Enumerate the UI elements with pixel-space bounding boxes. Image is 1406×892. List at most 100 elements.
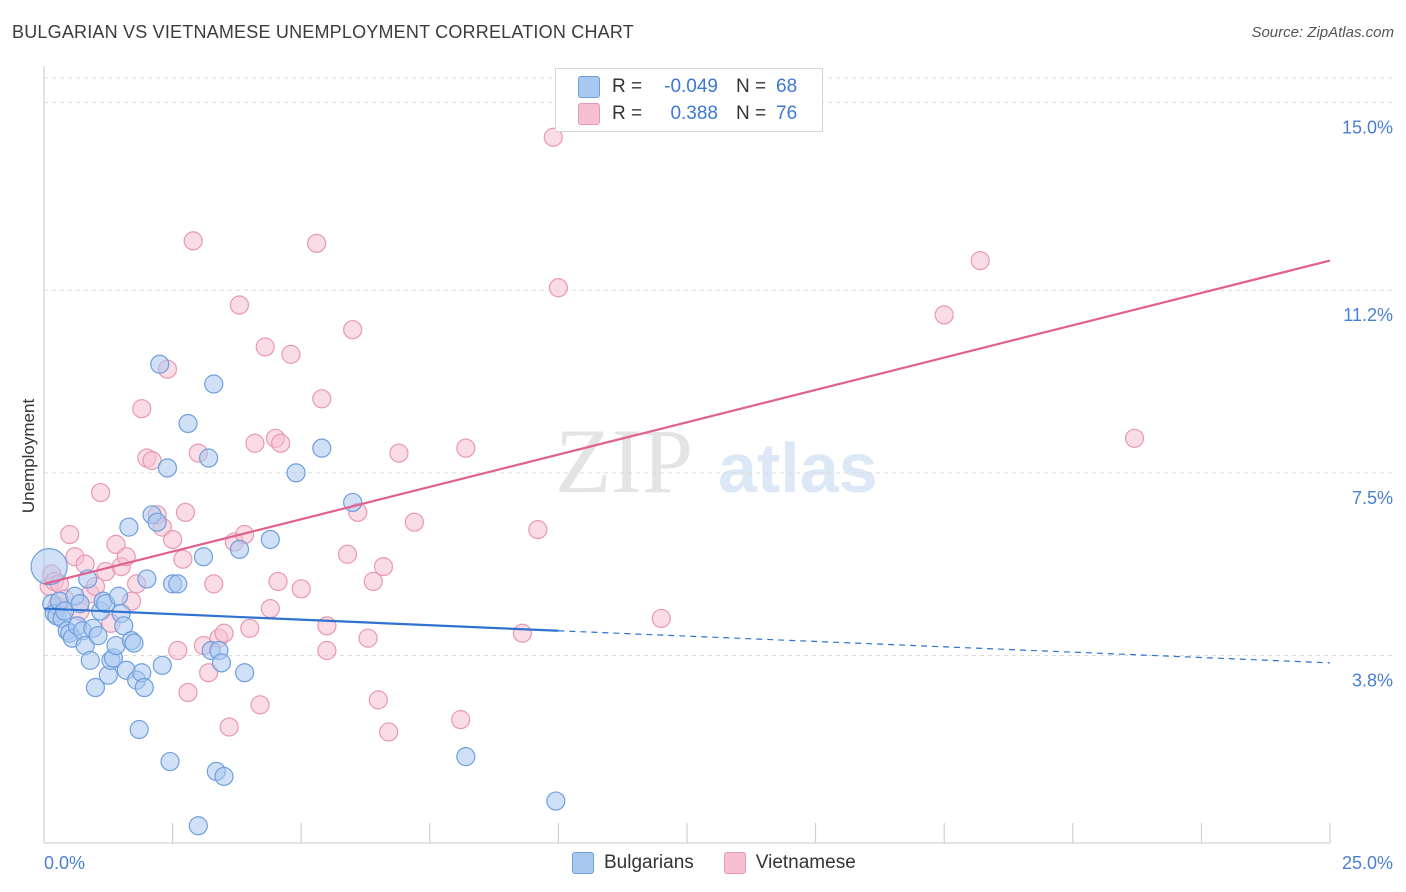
vietnamese-point: [229, 295, 250, 315]
legend-item-bulgarians[interactable]: Bulgarians: [572, 852, 694, 874]
vietnamese-point: [250, 695, 270, 715]
bulgarian-point: [129, 719, 149, 740]
bulgarian-point: [286, 463, 306, 483]
bulgarian-point: [204, 374, 224, 394]
vietnamese-point: [456, 438, 476, 458]
y-tick-label: 7.5%: [1352, 488, 1393, 508]
vietnamese-point: [163, 529, 183, 550]
vietnamese-trend-line: [43, 259, 1331, 585]
vietnamese-point: [451, 710, 471, 730]
vietnamese-point: [175, 502, 196, 522]
vietnamese-point: [389, 443, 409, 463]
vietnamese-point: [1124, 428, 1145, 448]
bulgarian-point: [199, 448, 219, 468]
bulgarian-point: [54, 601, 75, 621]
vietnamese-point: [60, 524, 80, 545]
vietnamese-point: [307, 233, 327, 253]
vietnamese-point: [168, 640, 188, 661]
vietnamese-point: [268, 571, 288, 592]
vietnamese-point: [528, 519, 548, 540]
legend-row-bulgarians: R = -0.049 N = 68: [578, 75, 797, 99]
bulgarian-point: [80, 650, 100, 670]
bulgarian-point: [235, 663, 255, 683]
vietnamese-point: [337, 544, 358, 564]
vietnamese-point: [183, 231, 203, 251]
vietnamese-point: [245, 433, 265, 453]
n-value: 76: [776, 103, 798, 124]
bulgarian-point: [260, 529, 280, 550]
vietnamese-point: [219, 717, 239, 737]
bulgarian-point: [114, 616, 134, 636]
bulgarian-point: [150, 354, 170, 374]
vietnamese-point: [132, 399, 152, 419]
legend-item-vietnamese[interactable]: Vietnamese: [723, 852, 856, 874]
bulgarian-point: [229, 539, 250, 559]
bulgarian-point: [124, 633, 144, 653]
bulgarian-point: [168, 574, 188, 594]
bulgarians-swatch: [572, 852, 594, 874]
zipatlas-watermark: ZIP atlas: [555, 410, 878, 512]
chart-title: BULGARIAN VS VIETNAMESE UNEMPLOYMENT COR…: [12, 22, 634, 42]
vietnamese-point: [204, 574, 224, 594]
vietnamese-swatch: [723, 852, 746, 874]
vietnamese-point: [512, 623, 532, 643]
bulgarian-point: [134, 677, 154, 698]
vietnamese-point: [255, 337, 275, 357]
legend-label: Vietnamese: [755, 852, 856, 873]
bulgarian-trend-extension: [558, 630, 1331, 664]
bulgarian-point: [137, 569, 157, 589]
bulgarians-swatch: [578, 76, 600, 98]
n-value: 68: [776, 76, 798, 97]
vietnamese-point: [178, 682, 198, 703]
bulgarian-point: [157, 458, 178, 478]
bulgarian-point: [160, 751, 180, 772]
vietnamese-point: [312, 389, 332, 409]
vietnamese-point: [368, 690, 388, 710]
vietnamese-point: [317, 640, 337, 661]
vietnamese-point: [934, 305, 954, 325]
bulgarian-trend-line: [43, 607, 559, 632]
vietnamese-point: [260, 598, 280, 619]
bulgarian-point: [70, 594, 90, 614]
vietnamese-point: [970, 251, 990, 271]
bulgarian-point: [178, 413, 198, 434]
bulgarian-point: [152, 655, 172, 675]
stats-legend: R = -0.049 N = 68 R = 0.388 N = 76: [555, 68, 823, 132]
n-label: N =: [736, 103, 767, 124]
vietnamese-point: [543, 127, 563, 147]
vietnamese-point: [106, 534, 126, 555]
y-tick-label: 15.0%: [1342, 118, 1393, 138]
vietnamese-swatch: [578, 103, 600, 125]
r-label: R =: [612, 103, 643, 124]
vietnamese-point: [90, 482, 111, 503]
bulgarian-point: [85, 677, 106, 698]
vietnamese-point: [291, 579, 311, 599]
bulgarian-point: [546, 791, 566, 811]
vietnamese-point: [240, 618, 260, 638]
bulgarian-point: [119, 517, 139, 537]
r-value: 0.388: [670, 103, 718, 124]
x-tick-label: 25.0%: [1342, 853, 1393, 873]
bulgarian-point: [108, 586, 129, 606]
bulgarian-point: [312, 438, 332, 458]
bulgarian-point: [211, 653, 232, 673]
vietnamese-point: [281, 344, 301, 364]
tick-labels: 3.8% 7.5% 11.2% 15.0% 0.0% 25.0%: [44, 118, 1393, 873]
legend-label: Bulgarians: [604, 852, 694, 873]
trend-lines: [43, 259, 1331, 664]
bulgarian-point: [188, 816, 208, 836]
vietnamese-point: [404, 512, 424, 532]
r-label: R =: [612, 76, 643, 97]
bulgarian-points: [30, 354, 566, 836]
bulgarian-point: [193, 547, 214, 567]
svg-text:atlas: atlas: [718, 429, 878, 507]
bulgarian-point: [147, 512, 167, 532]
bulgarian-point: [88, 626, 108, 646]
vietnamese-point: [548, 278, 569, 298]
vietnamese-point: [343, 320, 363, 340]
vietnamese-point: [142, 450, 162, 471]
source-label: Source: ZipAtlas.com: [1251, 24, 1394, 41]
vietnamese-point: [373, 557, 394, 577]
vietnamese-point: [363, 571, 383, 592]
